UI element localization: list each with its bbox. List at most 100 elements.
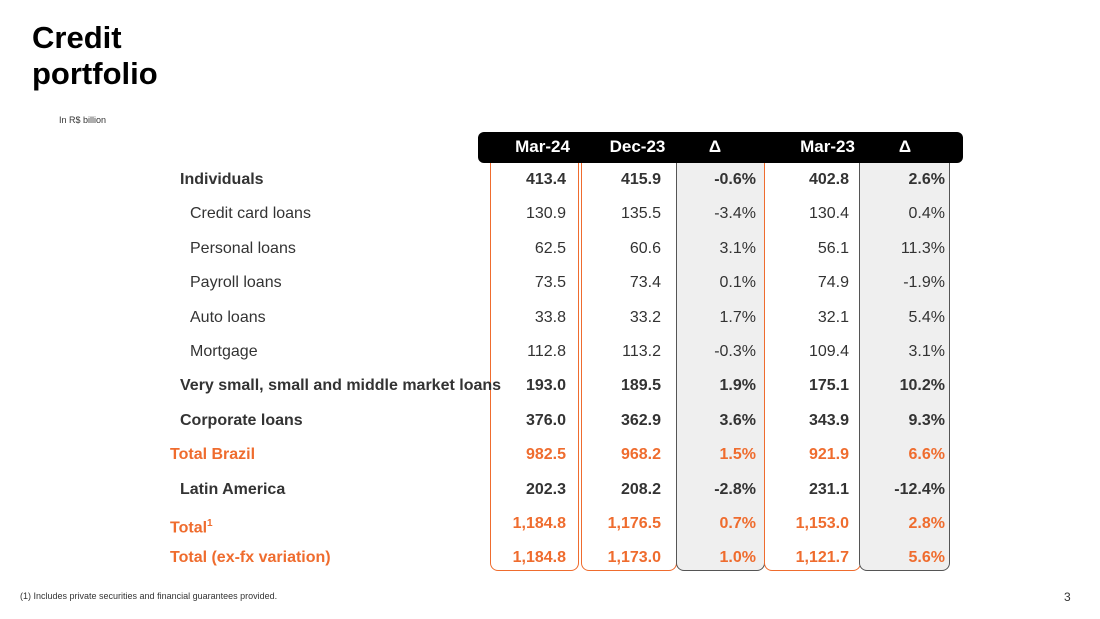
table-row: Latin America 202.3 208.2 -2.8% 231.1 -12.4%: [0, 473, 1100, 507]
row-label: Personal loans: [190, 232, 296, 266]
column-frame-delta-2: [859, 163, 950, 571]
column-header-delta-1: Δ: [708, 137, 722, 156]
table-row: Total Brazil 982.5 968.2 1.5% 921.9 6.6%: [0, 438, 1100, 472]
cell-delta-1: 0.1%: [719, 274, 756, 292]
cell-delta-2: -1.9%: [903, 274, 945, 292]
row-label-text: Mortgage: [190, 343, 258, 360]
cell-dec-23: 362.9: [620, 411, 661, 429]
cell-dec-23: 73.4: [629, 274, 661, 292]
row-label-text: Credit card loans: [190, 205, 311, 223]
cell-delta-2: 10.2%: [899, 377, 945, 395]
row-label-text: Individuals: [180, 171, 264, 188]
cell-mar-23: 74.9: [817, 274, 849, 292]
cell-mar-23: 32.1: [817, 308, 849, 326]
cell-mar-23: 402.8: [808, 171, 849, 188]
cell-delta-1: 3.6%: [719, 411, 756, 429]
column-header-mar-24: Mar-24: [515, 137, 570, 156]
row-label-text: Payroll loans: [190, 274, 282, 292]
cell-mar-24: 62.5: [534, 239, 566, 257]
row-label: Very small, small and middle market loan…: [180, 369, 501, 403]
cell-mar-24: 376.0: [525, 411, 566, 429]
cell-dec-23: 1,176.5: [607, 515, 661, 532]
cell-delta-2: -12.4%: [894, 480, 945, 498]
cell-mar-23: 231.1: [808, 480, 849, 498]
row-label-text: Very small, small and middle market loan…: [180, 377, 502, 395]
table-row: Total (ex-fx variation) 1,184.8 1,173.0 1.0…: [0, 541, 1100, 575]
row-label: Total Brazil: [170, 438, 255, 472]
cell-mar-23: 130.4: [808, 205, 849, 223]
cell-mar-24: 202.3: [525, 480, 566, 498]
cell-delta-1: -3.4%: [714, 205, 756, 223]
cell-mar-24: 982.5: [525, 446, 566, 464]
row-label-text: Total: [170, 519, 208, 537]
cell-mar-24: 1,184.8: [512, 515, 566, 532]
row-label-text: Auto loans: [190, 308, 266, 326]
cell-dec-23: 60.6: [629, 239, 661, 257]
cell-dec-23: 135.5: [620, 205, 661, 223]
column-header-mar-23: Mar-23: [800, 137, 855, 156]
table-row: Credit card loans 130.9 135.5 -3.4% 130.4 0.4…: [0, 197, 1100, 231]
cell-delta-1: 3.1%: [719, 239, 756, 257]
cell-delta-1: 1.7%: [719, 308, 756, 326]
cell-mar-24: 193.0: [525, 377, 566, 395]
units-note: In R$ billion: [59, 115, 107, 125]
cell-delta-2: 9.3%: [908, 411, 945, 429]
row-label: Credit card loans: [190, 197, 311, 231]
cell-dec-23: 1,173.0: [607, 549, 661, 567]
cell-mar-23: 175.1: [808, 377, 849, 395]
cell-dec-23: 415.9: [620, 171, 661, 188]
table-header-bar: [478, 132, 963, 163]
cell-mar-23: 1,153.0: [795, 515, 849, 532]
cell-delta-2: 0.4%: [908, 205, 945, 223]
row-label: Total1: [170, 507, 213, 545]
cell-delta-2: 5.4%: [908, 308, 945, 326]
column-header-delta-2: Δ: [898, 137, 912, 156]
column-frame-delta-1: [676, 163, 765, 571]
cell-dec-23: 968.2: [620, 446, 661, 464]
cell-delta-2: 2.6%: [908, 171, 945, 188]
cell-mar-23: 1,121.7: [795, 549, 849, 567]
footnote-marker: 1: [207, 518, 213, 529]
cell-delta-1: -0.3%: [714, 343, 756, 360]
cell-mar-24: 1,184.8: [512, 549, 566, 567]
cell-mar-24: 413.4: [525, 171, 566, 188]
table-row: Payroll loans 73.5 73.4 0.1% 74.9 -1.9%: [0, 266, 1100, 300]
row-label-text: Total (ex-fx variation): [170, 549, 331, 567]
cell-mar-23: 56.1: [817, 239, 849, 257]
column-header-dec-23: Dec-23: [609, 137, 666, 156]
page-title: Credit portfolio: [32, 20, 158, 91]
row-label-text: Corporate loans: [180, 411, 303, 429]
row-label: Auto loans: [190, 301, 266, 335]
cell-mar-23: 343.9: [808, 411, 849, 429]
cell-mar-24: 73.5: [534, 274, 566, 292]
cell-mar-23: 109.4: [808, 343, 849, 360]
cell-delta-2: 6.6%: [908, 446, 945, 464]
cell-delta-2: 2.8%: [908, 515, 945, 532]
page-number: 3: [1064, 590, 1071, 604]
cell-delta-1: -0.6%: [714, 171, 756, 188]
row-label: Payroll loans: [190, 266, 282, 300]
cell-dec-23: 208.2: [620, 480, 661, 498]
cell-mar-24: 33.8: [534, 308, 566, 326]
cell-delta-1: 0.7%: [719, 515, 756, 532]
table-row: Personal loans 62.5 60.6 3.1% 56.1 11.3%: [0, 232, 1100, 266]
cell-delta-1: 1.5%: [719, 446, 756, 464]
cell-mar-24: 112.8: [527, 343, 566, 360]
table-row: Mortgage 112.8 113.2 -0.3% 109.4 3.1%: [0, 335, 1100, 369]
cell-delta-1: 1.9%: [719, 377, 756, 395]
cell-dec-23: 33.2: [629, 308, 661, 326]
cell-delta-2: 11.3%: [900, 239, 945, 257]
row-label-text: Latin America: [180, 480, 286, 498]
column-frame-mar-24: [490, 163, 579, 571]
cell-mar-23: 921.9: [808, 446, 849, 464]
table-row: Total1 1,184.8 1,176.5 0.7% 1,153.0 2.8%: [0, 507, 1100, 541]
row-label: Individuals: [180, 163, 264, 197]
cell-delta-1: 1.0%: [719, 549, 756, 567]
cell-delta-1: -2.8%: [714, 480, 756, 498]
row-label: Corporate loans: [180, 404, 303, 438]
row-label: Total (ex-fx variation): [170, 541, 331, 575]
row-label: Latin America: [180, 473, 285, 507]
table-row: Corporate loans 376.0 362.9 3.6% 343.9 9.3%: [0, 404, 1100, 438]
table-row: Individuals 413.4 415.9 -0.6% 402.8 2.6%: [0, 163, 1100, 197]
cell-delta-2: 3.1%: [908, 343, 945, 360]
